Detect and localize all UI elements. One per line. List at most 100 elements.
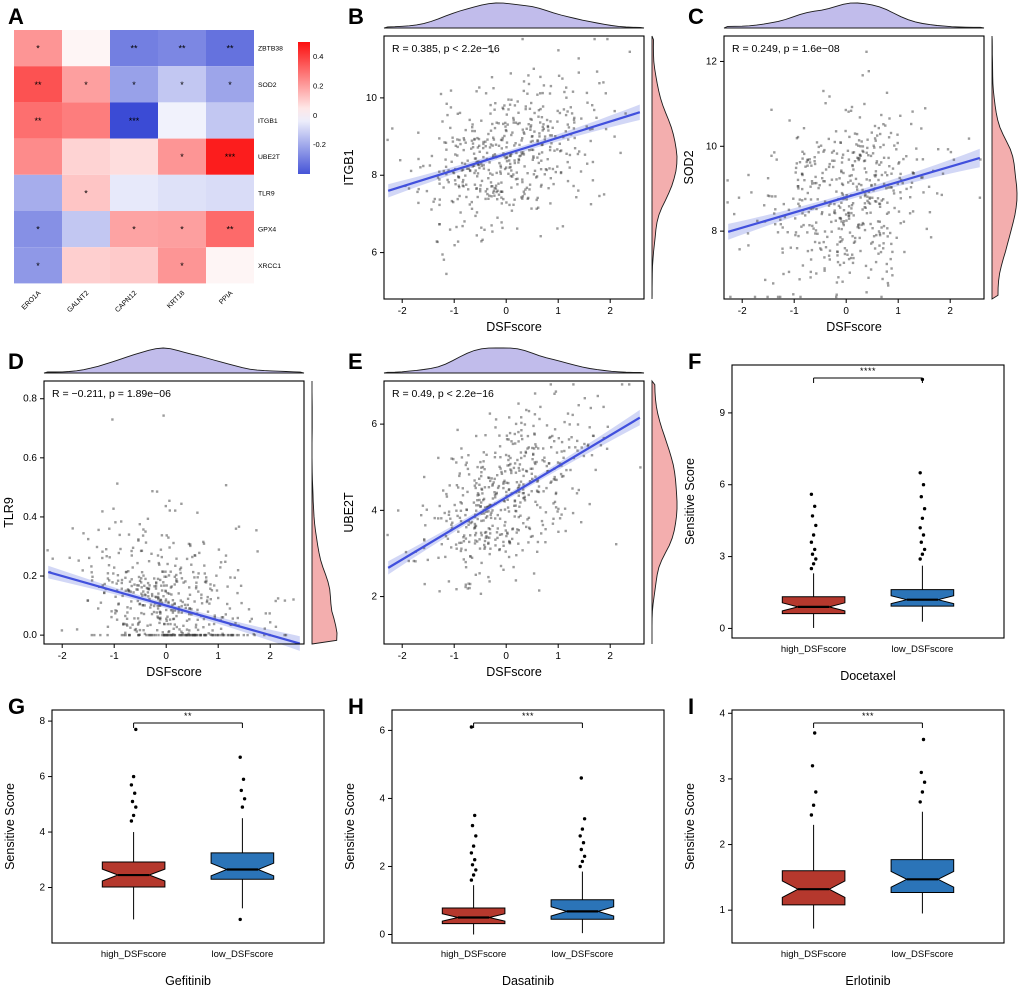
svg-text:2: 2 [379, 861, 385, 872]
panel-d: D -2 -1 0 1 2 0.0 0.2 0.4 0.6 0.8 DSFscore TLR9 R = … [0, 345, 340, 690]
scatter-tlr9-dsfscore: -2 -1 0 1 2 0.0 0.2 0.4 0.6 0.8 DSFscore TLR9 R = −0… [0, 345, 340, 690]
svg-text:**: ** [34, 80, 42, 90]
svg-text:-1: -1 [110, 651, 119, 662]
outlier-point [580, 859, 585, 864]
scatter-sod2-dsfscore: -2 -1 0 1 2 8 10 12 DSFscore SOD2 R = 0.249, p = 1… [680, 0, 1020, 345]
svg-text:0: 0 [843, 306, 849, 317]
outlier-point [474, 868, 478, 872]
outlier-point [811, 533, 816, 537]
outlier-point [814, 523, 818, 528]
scatter-points [386, 37, 631, 276]
svg-text:-0.2: -0.2 [313, 140, 326, 149]
y-axis-label: Sensitive Score [683, 458, 697, 545]
outlier-point [469, 851, 474, 855]
outlier-point [473, 813, 477, 818]
panel-c-letter: C [688, 4, 704, 29]
outlier-point [134, 727, 138, 732]
svg-text:3: 3 [719, 774, 725, 785]
outlier-point [134, 805, 138, 809]
svg-text:-2: -2 [398, 306, 407, 317]
svg-text:SOD2: SOD2 [258, 82, 277, 89]
x-axis-label: Dasatinib [502, 974, 554, 988]
svg-text:6: 6 [371, 248, 377, 259]
svg-text:***: *** [129, 116, 140, 126]
svg-text:2: 2 [371, 592, 377, 603]
outlier-point [814, 790, 818, 794]
svg-text:*: * [228, 80, 232, 90]
right-density [311, 381, 338, 645]
svg-text:-1: -1 [450, 306, 459, 317]
outlier-point [810, 514, 815, 518]
top-density [383, 2, 645, 29]
x-axis-label: Docetaxel [840, 669, 896, 683]
top-density [43, 347, 305, 374]
outlier-point [809, 813, 814, 817]
svg-text:ITGB1: ITGB1 [258, 118, 278, 125]
outlier-point [813, 547, 817, 552]
outlier-point [242, 797, 247, 801]
svg-text:***: *** [225, 152, 236, 162]
correlation-annotation: R = −0.211, p = 1.89e−06 [52, 388, 171, 400]
outlier-point [810, 552, 815, 556]
axes: 0 2 4 6 high_DSFscore low_DSFscore Dasatinib Se… [343, 725, 613, 988]
notched-box [781, 870, 846, 906]
axes: -2 -1 0 1 2 0.0 0.2 0.4 0.6 0.8 DSFscore TLR9 [2, 394, 273, 679]
svg-text:2: 2 [607, 306, 613, 317]
heatmap-col-labels: ERO1A GALNT2 CAPN12 KRT18 PPIA [21, 290, 235, 314]
boxplot-gefitinib: 2 4 6 8 high_DSFscore low_DSFscore Gefitinib Se… [0, 690, 340, 995]
svg-text:*: * [84, 188, 88, 198]
svg-text:0.4: 0.4 [23, 512, 37, 523]
outlier-point [133, 791, 137, 795]
group-label: low_DSFscore [212, 949, 274, 960]
group-label: low_DSFscore [552, 949, 614, 960]
scatter-points [46, 414, 295, 637]
x-axis-label: DSFscore [486, 320, 542, 334]
box-group-high_DSFscore [781, 492, 846, 628]
significance-bracket: *** [813, 711, 923, 728]
box-group-low_DSFscore [550, 776, 615, 934]
outlier-point [470, 863, 475, 867]
y-axis-label: Sensitive Score [3, 783, 17, 870]
box-group-low_DSFscore [890, 377, 955, 622]
outlier-point [920, 552, 925, 556]
significance-bracket: **** [813, 366, 923, 383]
panel-a: A * ** ** ** ** * * * * ** *** * *** * * * * ** * * ZBTB38 SO… [0, 0, 340, 345]
svg-text:CAPN12: CAPN12 [114, 290, 138, 314]
outlier-point [473, 858, 477, 862]
svg-text:ERO1A: ERO1A [21, 290, 43, 312]
svg-text:0.2: 0.2 [23, 571, 37, 582]
notched-box [890, 859, 955, 893]
outlier-point [809, 540, 814, 544]
plot-border [391, 709, 665, 944]
svg-text:-2: -2 [738, 306, 747, 317]
svg-text:GALNT2: GALNT2 [66, 290, 90, 314]
significance-bracket: *** [473, 711, 583, 728]
plot-border [383, 35, 645, 300]
outlier-point [578, 864, 582, 869]
svg-text:4: 4 [719, 708, 725, 719]
notched-box [890, 589, 955, 607]
plot-border [731, 364, 1005, 639]
plot-border [43, 380, 305, 645]
svg-text:0.0: 0.0 [23, 630, 37, 641]
svg-text:9: 9 [719, 408, 725, 419]
outlier-point [810, 764, 815, 768]
x-axis-label: DSFscore [826, 320, 882, 334]
svg-text:0.2: 0.2 [313, 82, 323, 91]
right-density [651, 35, 678, 300]
svg-text:-1: -1 [450, 651, 459, 662]
boxplot-docetaxel: 0 3 6 9 high_DSFscore low_DSFscore Docetaxel Se… [680, 345, 1020, 690]
svg-text:*: * [180, 261, 184, 271]
outlier-point [239, 788, 243, 793]
outlier-point [811, 562, 816, 566]
significance-stars: **** [860, 366, 876, 376]
regression-line [387, 111, 641, 192]
y-axis-label: ITGB1 [342, 149, 356, 185]
svg-text:**: ** [226, 225, 234, 235]
svg-text:*: * [36, 225, 40, 235]
svg-text:UBE2T: UBE2T [258, 154, 280, 161]
y-axis-label: TLR9 [2, 497, 16, 528]
notched-box [441, 907, 506, 925]
outlier-point [131, 774, 136, 779]
